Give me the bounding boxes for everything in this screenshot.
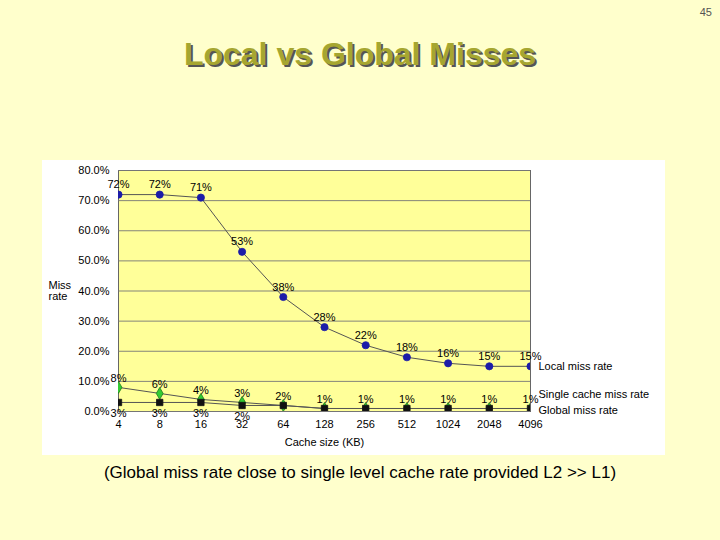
svg-text:3%: 3% bbox=[234, 387, 250, 399]
svg-text:3%: 3% bbox=[152, 407, 168, 419]
svg-text:8%: 8% bbox=[111, 372, 127, 384]
svg-text:15%: 15% bbox=[478, 350, 500, 362]
svg-text:1%: 1% bbox=[399, 393, 415, 405]
svg-text:2%: 2% bbox=[275, 390, 291, 402]
svg-text:Single cache miss rate: Single cache miss rate bbox=[539, 388, 650, 400]
svg-text:60.0%: 60.0% bbox=[78, 224, 109, 236]
svg-text:Cache size (KB): Cache size (KB) bbox=[285, 436, 364, 448]
svg-text:50.0%: 50.0% bbox=[78, 254, 109, 266]
svg-text:71%: 71% bbox=[190, 181, 212, 193]
svg-text:6%: 6% bbox=[152, 378, 168, 390]
svg-text:2048: 2048 bbox=[477, 418, 501, 430]
svg-text:1%: 1% bbox=[440, 393, 456, 405]
html-text:(Global miss rate close to sin: (Global miss rate close to single level … bbox=[103, 463, 617, 482]
svg-text:53%: 53% bbox=[231, 235, 253, 247]
svg-text:32: 32 bbox=[236, 418, 249, 431]
svg-text:3%: 3% bbox=[193, 407, 209, 419]
svg-text:Missrate: Missrate bbox=[49, 279, 72, 302]
svg-text:20.0%: 20.0% bbox=[78, 345, 109, 357]
svg-text:Local miss rate: Local miss rate bbox=[539, 360, 613, 372]
svg-text:10.0%: 10.0% bbox=[78, 375, 109, 387]
svg-text:72%: 72% bbox=[149, 178, 171, 190]
svg-text:Global miss rate: Global miss rate bbox=[539, 404, 618, 416]
svg-text:30.0%: 30.0% bbox=[78, 315, 109, 327]
svg-text:64: 64 bbox=[277, 418, 289, 430]
svg-text:1%: 1% bbox=[523, 393, 539, 405]
svg-text:1024: 1024 bbox=[436, 418, 460, 430]
svg-text:128: 128 bbox=[315, 418, 333, 430]
svg-text:2%: 2% bbox=[234, 410, 250, 422]
svg-text:512: 512 bbox=[398, 418, 416, 430]
svg-text:40.0%: 40.0% bbox=[78, 285, 109, 297]
svg-text:16%: 16% bbox=[437, 347, 459, 359]
svg-text:16: 16 bbox=[195, 418, 207, 430]
svg-text:70.0%: 70.0% bbox=[78, 194, 109, 206]
svg-text:18%: 18% bbox=[396, 341, 418, 353]
svg-text:22%: 22% bbox=[355, 329, 377, 341]
svg-text:256: 256 bbox=[357, 418, 375, 430]
svg-text:8: 8 bbox=[157, 418, 163, 430]
html-text:45: 45 bbox=[699, 6, 712, 18]
svg-text:38%: 38% bbox=[272, 281, 294, 293]
svg-text:4: 4 bbox=[115, 418, 121, 430]
svg-text:0.0%: 0.0% bbox=[84, 405, 109, 417]
svg-text:15%: 15% bbox=[519, 349, 542, 362]
svg-text:72%: 72% bbox=[107, 178, 129, 190]
svg-text:1%: 1% bbox=[481, 393, 497, 405]
svg-text:80.0%: 80.0% bbox=[78, 164, 109, 176]
svg-text:4096: 4096 bbox=[518, 418, 542, 430]
html-text:Local vs Global Misses: Local vs Global Misses bbox=[183, 36, 537, 72]
svg-text:1%: 1% bbox=[317, 393, 333, 405]
svg-text:3%: 3% bbox=[111, 407, 127, 419]
svg-text:28%: 28% bbox=[313, 311, 335, 323]
svg-text:4%: 4% bbox=[193, 384, 209, 396]
svg-text:1%: 1% bbox=[358, 393, 374, 405]
